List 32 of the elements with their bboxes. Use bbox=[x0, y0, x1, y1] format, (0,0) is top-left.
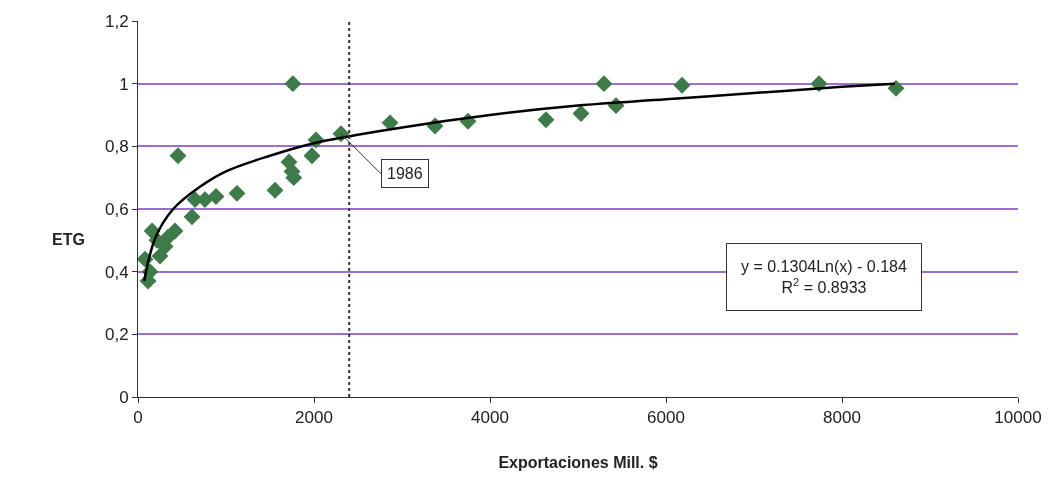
x-tick-label: 0 bbox=[133, 408, 143, 428]
y-tick-label: 0,8 bbox=[104, 137, 129, 157]
x-tick-label: 8000 bbox=[823, 408, 861, 428]
x-tick-label: 6000 bbox=[647, 408, 685, 428]
point bbox=[166, 222, 184, 240]
y-tick-label: 0,4 bbox=[104, 262, 129, 282]
point bbox=[673, 76, 691, 94]
point bbox=[537, 111, 555, 129]
y-tick-label: 1 bbox=[119, 74, 129, 94]
point bbox=[169, 147, 187, 165]
point bbox=[183, 208, 201, 226]
point bbox=[207, 188, 225, 205]
point bbox=[228, 184, 246, 202]
x-axis-title: Exportaciones Mill. $ bbox=[498, 454, 658, 472]
annotation: y = 0.1304Ln(x) - 0.184 bbox=[741, 258, 907, 275]
x-tick-label: 4000 bbox=[471, 408, 509, 428]
annotation: R$^{2}$ = 0.8933 bbox=[781, 276, 867, 296]
y-tick-label: 0,6 bbox=[104, 199, 129, 219]
point bbox=[887, 79, 905, 97]
y-tick-label: 0 bbox=[119, 387, 129, 407]
x-tick-label: 10000 bbox=[994, 408, 1042, 428]
point bbox=[572, 104, 590, 122]
annotation: 1986 bbox=[387, 165, 423, 182]
point bbox=[595, 75, 613, 93]
point bbox=[266, 181, 284, 199]
point bbox=[303, 147, 321, 165]
y-tick-label: 0,2 bbox=[104, 325, 129, 345]
y-tick-label: 1,2 bbox=[104, 11, 129, 31]
x-tick-label: 2000 bbox=[295, 408, 333, 428]
y-axis-title: ETG bbox=[52, 231, 85, 248]
point bbox=[284, 75, 302, 93]
point bbox=[381, 114, 399, 132]
